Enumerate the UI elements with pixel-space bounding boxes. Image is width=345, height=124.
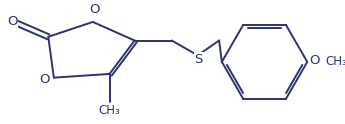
Text: CH₃: CH₃	[99, 104, 120, 117]
Text: O: O	[7, 16, 17, 28]
Text: CH₃: CH₃	[325, 55, 345, 68]
Text: O: O	[309, 54, 319, 67]
Text: O: O	[89, 3, 100, 16]
Text: S: S	[195, 53, 203, 66]
Text: O: O	[40, 73, 50, 86]
